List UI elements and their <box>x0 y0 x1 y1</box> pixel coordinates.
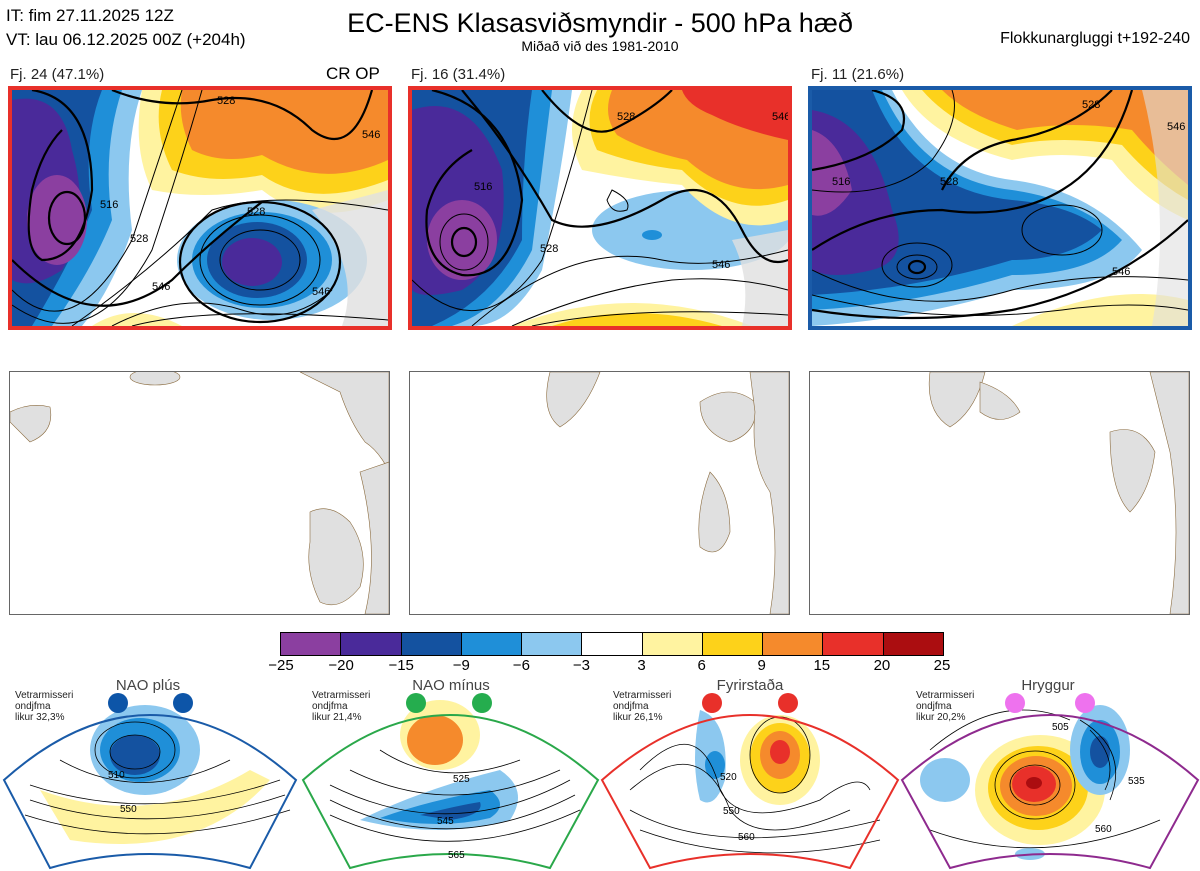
page-subtitle: Miðað við des 1981-2010 <box>521 38 679 54</box>
regime-1-title: NAO plús <box>115 677 181 694</box>
cluster-3-contour-label: 528 <box>940 176 958 188</box>
regime-3-contour-label: 560 <box>738 832 755 843</box>
regime-3-note: Vetrarmisseri ondjfma likur 26,1% <box>613 690 672 723</box>
colorbar-segment <box>762 633 823 655</box>
regime-maps: 510 550 525 545 565 <box>2 693 1200 870</box>
initial-time: IT: fim 27.11.2025 12Z <box>6 6 174 25</box>
colorbar-tick-label: −3 <box>572 657 591 674</box>
cluster-2-map: 528 546 516 528 546 564 <box>408 86 792 330</box>
regime-4-contour-label: 505 <box>1052 722 1069 733</box>
cluster-2-contour-label: 546 <box>712 259 730 271</box>
regime-2-note: Vetrarmisseri ondjfma likur 21,4% <box>312 690 371 723</box>
colorbar-segment <box>281 633 341 655</box>
regime-3-contour-label: 520 <box>720 772 737 783</box>
colorbar-tick-label: −15 <box>388 657 414 674</box>
cluster-3-contour-label: 546 <box>1167 121 1185 133</box>
cluster-3-contour-label: 516 <box>832 176 850 188</box>
regime-2-map: 525 545 565 <box>301 693 600 870</box>
regime-4-note: Vetrarmisseri ondjfma likur 20,2% <box>916 690 975 723</box>
cluster-1-contour-label: 546 <box>362 129 380 141</box>
cluster-3-contour-label: 546 <box>1112 266 1130 278</box>
cluster-1-contour-label: 528 <box>247 206 265 218</box>
cluster-2-contour-label: 528 <box>540 243 558 255</box>
colorbar <box>280 632 944 656</box>
regime-1-contour-label: 550 <box>120 804 137 815</box>
cluster-2-contour-label: 516 <box>474 181 492 193</box>
cluster-1-contour-label: 528 <box>130 233 148 245</box>
page-title: EC-ENS Klasasviðsmyndir - 500 hPa hæð <box>347 8 853 38</box>
regime-3-map: 520 550 560 <box>600 693 900 870</box>
colorbar-segment <box>340 633 401 655</box>
cluster-3-contour-label: 528 <box>1082 99 1100 111</box>
regime-2-title: NAO mínus <box>412 677 490 694</box>
header-info: IT: fim 27.11.2025 12Z VT: lau 06.12.202… <box>6 4 246 52</box>
cluster-2-contour-label: 546 <box>772 111 788 123</box>
regime-2-contour-label: 525 <box>453 774 470 785</box>
colorbar-tick-label: −20 <box>328 657 354 674</box>
colorbar-tick-label: 6 <box>697 657 706 674</box>
colorbar-tick-label: 25 <box>933 657 951 674</box>
blank-map-1 <box>9 371 390 615</box>
regime-2-contour-label: 565 <box>448 850 465 861</box>
colorbar-segment <box>460 633 522 655</box>
colorbar-segment <box>641 633 702 655</box>
colorbar-segment <box>882 633 943 655</box>
cluster-1-contour-label: 546 <box>312 286 330 298</box>
regime-1-map: 510 550 <box>2 693 298 870</box>
regime-3-title: Fyrirstaða <box>716 677 784 694</box>
regime-4-contour-label: 535 <box>1128 776 1145 787</box>
cluster-1-contour-label: 528 <box>217 95 235 107</box>
cluster-1-contour-label: 516 <box>100 199 118 211</box>
cluster-2-label: Fj. 16 (31.4%) <box>411 66 506 83</box>
colorbar-segment <box>400 633 461 655</box>
cluster-2-contour-label: 528 <box>617 111 635 123</box>
colorbar-tick-label: −6 <box>512 657 530 674</box>
clustering-window: Flokkunargluggi t+192-240 <box>1000 30 1190 47</box>
colorbar-tick-label: 15 <box>813 657 831 674</box>
colorbar-tick-label: 9 <box>757 657 766 674</box>
cluster-1-label: Fj. 24 (47.1%) <box>10 66 105 83</box>
regime-4-map: 505 535 560 <box>900 693 1200 870</box>
blank-map-3 <box>809 371 1190 615</box>
regime-4-contour-label: 560 <box>1095 824 1112 835</box>
colorbar-tick-label: 20 <box>873 657 891 674</box>
colorbar-segment <box>822 633 883 655</box>
cluster-3-map: 528 546 516 528 546 564 <box>808 86 1192 330</box>
cluster-1-tag: CR OP <box>326 64 380 83</box>
colorbar-segment <box>581 633 642 655</box>
blank-map-2 <box>409 371 790 615</box>
valid-time: VT: lau 06.12.2025 00Z (+204h) <box>6 30 246 49</box>
cluster-1-contour-label: 546 <box>152 281 170 293</box>
colorbar-segment <box>701 633 763 655</box>
colorbar-tick-label: −9 <box>452 657 470 674</box>
regime-3-contour-label: 550 <box>723 806 740 817</box>
cluster-3-label: Fj. 11 (21.6%) <box>811 66 905 83</box>
colorbar-tick-label: 3 <box>637 657 646 674</box>
colorbar-segment <box>521 633 582 655</box>
colorbar-tick-label: −25 <box>268 657 294 674</box>
cluster-1-map: 528 546 516 528 546 528 546 <box>8 86 392 330</box>
regime-2-contour-label: 545 <box>437 816 454 827</box>
regime-1-note: Vetrarmisseri ondjfma likur 32,3% <box>15 690 74 723</box>
regime-1-contour-label: 510 <box>108 770 125 781</box>
regime-4-title: Hryggur <box>1021 677 1075 694</box>
